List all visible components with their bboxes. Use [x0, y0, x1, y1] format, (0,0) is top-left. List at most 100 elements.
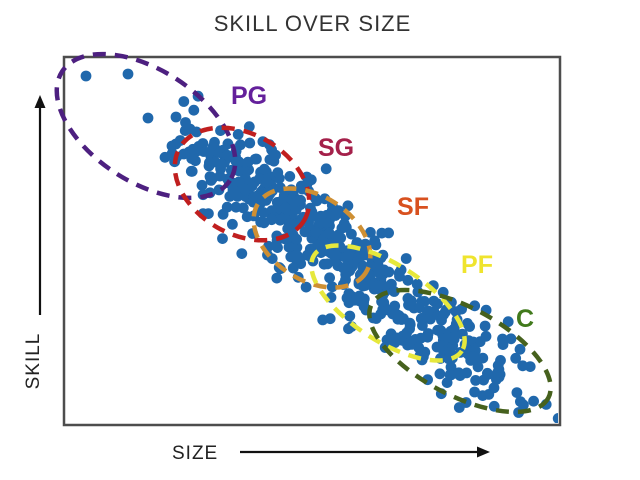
data-point	[405, 295, 417, 307]
data-point	[404, 317, 416, 329]
data-point	[122, 68, 134, 80]
data-point	[185, 165, 197, 177]
data-point	[514, 343, 526, 355]
data-point	[282, 223, 294, 235]
x-axis-arrowhead	[477, 446, 490, 458]
data-point	[416, 312, 428, 324]
data-point	[333, 229, 344, 241]
data-point	[170, 111, 182, 123]
data-point	[310, 226, 321, 238]
group-ellipse-sg	[172, 125, 312, 243]
data-point	[381, 334, 393, 346]
data-point	[402, 274, 414, 286]
data-point	[469, 386, 480, 398]
data-point	[346, 228, 357, 240]
data-point	[373, 280, 384, 291]
data-point	[272, 242, 283, 254]
data-point	[453, 367, 465, 379]
data-point	[383, 266, 395, 278]
data-point	[251, 153, 262, 165]
data-point	[227, 218, 238, 230]
data-point	[357, 280, 369, 292]
data-point	[505, 333, 517, 345]
data-point	[301, 171, 313, 183]
data-point	[217, 208, 229, 220]
data-point	[492, 367, 503, 378]
data-point	[188, 104, 200, 116]
data-point	[184, 123, 196, 135]
group-ellipse-sf	[251, 186, 373, 290]
data-point	[187, 143, 199, 155]
data-point	[517, 360, 529, 372]
data-point	[401, 327, 412, 339]
data-point	[383, 227, 394, 239]
data-point	[287, 262, 299, 274]
data-point	[80, 70, 92, 82]
group-label-pg: PG	[231, 82, 267, 110]
data-point	[266, 214, 277, 226]
data-point	[291, 249, 302, 261]
data-point	[196, 179, 208, 191]
data-point	[272, 167, 284, 179]
data-point	[414, 302, 425, 314]
data-point	[166, 140, 178, 152]
group-ellipse-c	[367, 287, 553, 415]
data-point	[448, 331, 460, 343]
x-axis-label: SIZE	[172, 443, 218, 464]
data-point	[232, 129, 244, 140]
data-point	[342, 200, 354, 212]
data-point	[299, 226, 311, 238]
data-point	[186, 153, 198, 164]
x-axis-arrow	[240, 446, 490, 458]
data-point	[411, 278, 423, 290]
data-point	[300, 281, 312, 293]
data-point	[205, 171, 217, 183]
data-point	[432, 298, 443, 310]
data-point	[453, 402, 465, 413]
data-point	[227, 177, 239, 189]
y-axis-arrowhead	[34, 95, 46, 108]
data-point	[221, 149, 233, 161]
data-point	[217, 233, 228, 245]
scatter-points	[80, 68, 558, 423]
data-point	[291, 241, 303, 253]
data-point	[324, 272, 335, 284]
y-axis-arrow	[34, 95, 46, 315]
group-label-sf: SF	[397, 193, 429, 221]
group-label-c: C	[516, 305, 534, 333]
data-point	[497, 339, 509, 350]
group-ellipse-pg	[54, 51, 238, 201]
data-point	[482, 369, 494, 380]
data-point	[280, 202, 291, 214]
data-point	[142, 112, 154, 124]
data-point	[365, 227, 376, 238]
plot-border	[62, 55, 562, 427]
data-point	[480, 330, 492, 342]
data-point	[467, 351, 479, 363]
data-point	[338, 262, 349, 274]
data-point	[400, 253, 412, 264]
data-point	[291, 233, 302, 245]
data-point	[261, 176, 272, 188]
data-point	[358, 301, 370, 312]
group-ellipse-pf	[309, 243, 467, 363]
data-point	[315, 210, 327, 222]
data-point	[515, 396, 526, 407]
data-point	[326, 281, 338, 293]
data-point	[317, 314, 329, 326]
group-label-pf: PF	[461, 251, 493, 279]
data-point	[470, 375, 481, 386]
data-point	[511, 387, 523, 398]
data-point	[178, 148, 190, 160]
data-point	[394, 270, 405, 282]
data-point	[320, 163, 332, 175]
data-point	[214, 170, 226, 182]
data-point	[528, 395, 539, 407]
data-point	[344, 310, 356, 322]
data-point	[444, 369, 456, 381]
data-point	[434, 368, 446, 380]
data-point	[258, 207, 269, 219]
data-point	[323, 227, 335, 239]
data-point	[405, 336, 416, 348]
chart-title: SKILL OVER SIZE	[213, 11, 412, 36]
